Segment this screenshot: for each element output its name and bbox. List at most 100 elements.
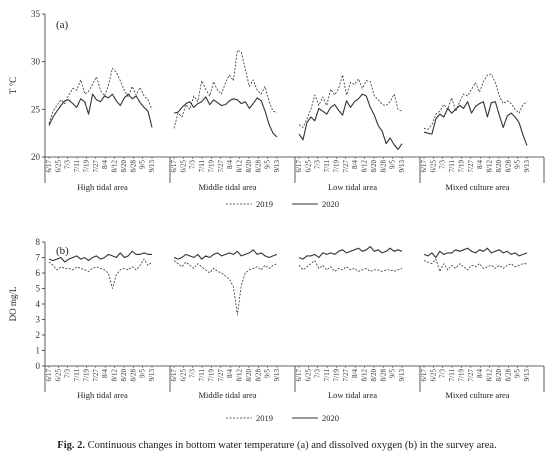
x-tick-label: 9/5 <box>139 160 147 169</box>
y-tick-label: 2 <box>36 330 41 340</box>
x-tick-label: 7/19 <box>332 369 340 382</box>
x-tick-label: 8/20 <box>120 160 128 173</box>
x-tick-label: 6/25 <box>179 160 187 173</box>
x-tick-label: 7/27 <box>92 369 100 382</box>
x-tick-label: 9/13 <box>273 160 281 173</box>
x-tick-label: 8/28 <box>129 369 137 382</box>
group-label: Middle tidal area <box>198 182 256 192</box>
x-tick-label: 8/12 <box>361 369 369 382</box>
x-tick-label: 6/17 <box>295 160 303 173</box>
x-tick-label: 8/28 <box>129 160 137 173</box>
x-tick-label: 7/27 <box>217 160 225 173</box>
x-tick-label: 6/17 <box>420 369 428 382</box>
x-tick-label: 7/3 <box>189 369 197 378</box>
x-tick-label: 8/12 <box>486 369 494 382</box>
x-tick-label: 7/3 <box>314 369 322 378</box>
series-line-2020 <box>423 101 528 146</box>
x-tick-label: 7/27 <box>342 160 350 173</box>
x-tick-label: 8/12 <box>486 160 494 173</box>
y-tick-label: 1 <box>36 346 41 356</box>
x-tick-label: 7/19 <box>457 369 465 382</box>
x-tick-label: 7/19 <box>457 160 465 173</box>
x-tick-label: 9/5 <box>139 369 147 378</box>
x-tick-label: 9/5 <box>264 369 272 378</box>
x-tick-label: 6/25 <box>54 160 62 173</box>
x-tick-label: 7/27 <box>342 369 350 382</box>
x-tick-label: 7/27 <box>467 160 475 173</box>
series-line-2020 <box>298 246 403 260</box>
x-tick-label: 8/20 <box>495 160 503 173</box>
x-tick-label: 8/4 <box>351 369 359 378</box>
x-tick-label: 7/11 <box>198 369 206 382</box>
series-line-2020 <box>48 250 152 263</box>
x-tick-label: 8/28 <box>254 160 262 173</box>
series-line-2019 <box>48 258 153 289</box>
y-tick-label: 0 <box>36 361 41 371</box>
x-tick-label: 8/4 <box>226 160 234 169</box>
figure-caption: Fig. 2. Continuous changes in bottom wat… <box>0 440 554 451</box>
group-label: Mixed culture area <box>445 182 509 192</box>
x-tick-label: 8/20 <box>245 160 253 173</box>
y-tick-label: 5 <box>36 284 41 294</box>
x-tick-label: 9/5 <box>264 160 272 169</box>
x-tick-label: 8/28 <box>504 160 512 173</box>
x-tick-label: 6/25 <box>429 369 437 382</box>
x-tick-label: 8/20 <box>245 369 253 382</box>
x-tick-label: 9/13 <box>398 369 406 382</box>
x-tick-label: 8/20 <box>370 160 378 173</box>
x-tick-label: 9/13 <box>148 160 156 173</box>
x-tick-label: 8/12 <box>236 160 244 173</box>
series-line-2020 <box>173 96 278 138</box>
x-tick-label: 7/19 <box>207 369 215 382</box>
group-label: High tidal area <box>77 390 128 400</box>
x-tick-label: 7/3 <box>439 369 447 378</box>
x-tick-label: 9/5 <box>389 369 397 378</box>
x-tick-label: 7/11 <box>198 160 206 173</box>
y-tick-label: 6 <box>36 268 41 278</box>
x-tick-label: 8/4 <box>101 160 109 169</box>
x-tick-label: 8/4 <box>476 160 484 169</box>
x-tick-label: 9/13 <box>148 369 156 382</box>
x-tick-label: 8/20 <box>120 369 128 382</box>
x-tick-label: 7/3 <box>314 160 322 169</box>
group-label: Low tidal area <box>328 182 377 192</box>
x-tick-label: 6/17 <box>420 160 428 173</box>
x-tick-label: 6/25 <box>54 369 62 382</box>
x-tick-label: 6/17 <box>45 369 53 382</box>
x-tick-label: 9/5 <box>514 369 522 378</box>
y-tick-label: 35 <box>31 9 41 19</box>
caption-text: Continuous changes in bottom water tempe… <box>87 440 497 451</box>
y-tick-label: 8 <box>36 237 41 247</box>
x-tick-label: 8/12 <box>111 160 119 173</box>
x-tick-label: 8/28 <box>379 369 387 382</box>
x-tick-label: 7/11 <box>73 369 81 382</box>
x-tick-label: 6/25 <box>304 369 312 382</box>
group-label: Mixed culture area <box>445 390 509 400</box>
x-tick-label: 7/19 <box>82 369 90 382</box>
x-tick-label: 9/13 <box>398 160 406 173</box>
x-tick-label: 9/13 <box>523 369 531 382</box>
x-tick-label: 8/12 <box>236 369 244 382</box>
x-tick-label: 8/28 <box>379 160 387 173</box>
x-tick-label: 8/28 <box>504 369 512 382</box>
y-axis-label: T °C <box>8 77 18 94</box>
x-tick-label: 8/12 <box>111 369 119 382</box>
x-tick-label: 7/3 <box>189 160 197 169</box>
x-tick-label: 8/20 <box>370 369 378 382</box>
x-tick-label: 8/4 <box>101 369 109 378</box>
x-tick-label: 7/11 <box>448 369 456 382</box>
x-tick-label: 7/11 <box>323 369 331 382</box>
series-line-2019 <box>173 49 278 129</box>
series-line-2020 <box>423 247 528 259</box>
x-tick-label: 7/27 <box>467 369 475 382</box>
y-tick-label: 3 <box>36 315 41 325</box>
legend-label: 2019 <box>256 413 273 423</box>
series-line-2019 <box>173 260 278 316</box>
y-tick-label: 20 <box>31 152 41 162</box>
x-tick-label: 7/11 <box>73 160 81 173</box>
x-tick-label: 7/19 <box>207 160 215 173</box>
x-tick-label: 6/25 <box>179 369 187 382</box>
x-tick-label: 7/19 <box>332 160 340 173</box>
series-line-2020 <box>173 249 278 260</box>
x-tick-label: 6/17 <box>170 369 178 382</box>
